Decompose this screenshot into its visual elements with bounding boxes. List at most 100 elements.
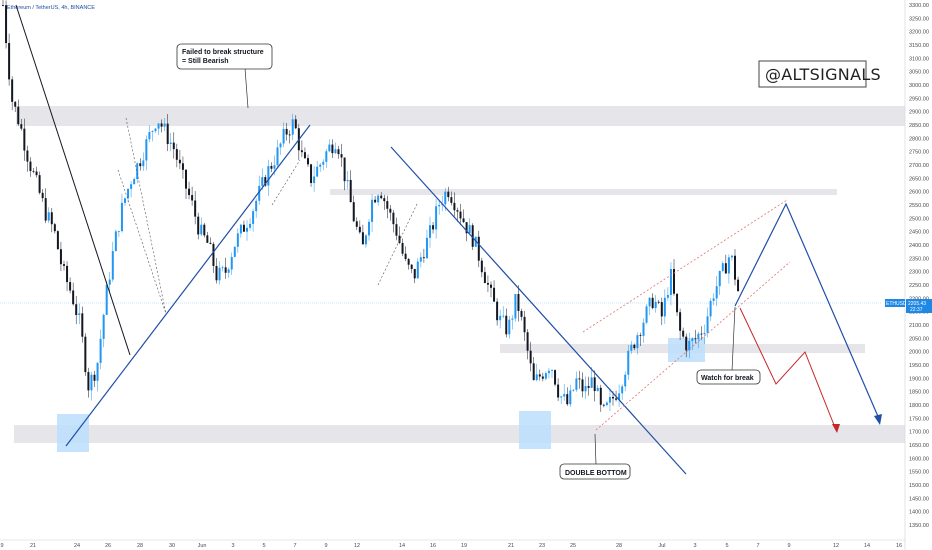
candle-bearish — [349, 179, 352, 203]
time-tick-label: 5 — [262, 543, 265, 549]
callout-line-2: = Still Bearish — [182, 58, 229, 65]
callout-box — [176, 43, 273, 70]
candle-bullish — [636, 335, 639, 349]
candle-bearish — [358, 226, 361, 233]
candle-bullish — [551, 370, 553, 371]
dashed-wedge-2 — [117, 169, 167, 315]
candle-bearish — [392, 212, 395, 225]
candle-bearish — [657, 301, 660, 303]
price-tick-label: 1850.00 — [909, 390, 929, 396]
candle-bearish — [352, 202, 355, 222]
candle-bullish — [127, 188, 130, 199]
time-tick-label: 30 — [169, 543, 175, 549]
candle-bearish — [56, 231, 59, 250]
candle-bearish — [17, 106, 20, 125]
candle-bearish — [486, 283, 489, 285]
candle-bullish — [99, 338, 102, 363]
candle-bullish — [715, 286, 718, 299]
candle-bullish — [727, 257, 730, 274]
candle-bullish — [627, 350, 630, 375]
candle-bullish — [596, 387, 599, 392]
candle-bullish — [319, 164, 322, 167]
candle-bearish — [63, 264, 65, 266]
candle-bearish — [566, 394, 569, 405]
candle-bearish — [395, 224, 398, 236]
candle-bearish — [166, 123, 169, 145]
candle-bullish — [377, 195, 380, 203]
candle-bearish — [300, 150, 303, 153]
candle-bearish — [206, 235, 209, 243]
candle-bullish — [325, 151, 328, 162]
candle-bullish — [267, 166, 270, 186]
candle-bullish — [105, 284, 108, 315]
candle-bearish — [26, 150, 29, 162]
candle-bullish — [425, 237, 428, 259]
price-tick-label: 1500.00 — [909, 483, 929, 489]
time-axis[interactable]: 9 21 24 26 28 30 Jun 3 5 7 9 12 14 16 19 21 23 25 28 Jul 3 5 7… — [0, 539, 905, 549]
price-tick-label: 3300.00 — [909, 3, 929, 9]
projection-blue — [734, 202, 881, 422]
callout-pointer — [731, 306, 736, 372]
candle-bearish — [331, 144, 334, 154]
candle-bullish — [114, 231, 117, 252]
candle-bearish — [14, 101, 17, 107]
candle-bearish — [383, 198, 386, 202]
callout-watch-break[interactable]: Watch for break — [696, 306, 761, 385]
price-tag-symbol: ETHUSDT — [886, 301, 910, 307]
candle-bullish — [279, 143, 282, 148]
candle-bearish — [303, 152, 306, 159]
callout-failed-structure[interactable]: Failed to break structure = Still Bearis… — [176, 43, 273, 109]
candle-bullish — [645, 306, 648, 323]
channel-lower — [595, 261, 791, 431]
candle-bullish — [608, 396, 611, 403]
candle-bullish — [618, 393, 621, 400]
callout-box — [696, 369, 761, 385]
candle-bullish — [502, 315, 505, 317]
candle-bearish — [59, 249, 62, 265]
candle-bearish — [538, 374, 541, 377]
candle-bearish — [471, 225, 474, 247]
candle-bullish — [691, 338, 694, 341]
price-tick-label: 2500.00 — [909, 216, 929, 222]
time-tick-label: 3 — [693, 543, 696, 549]
callout-double-bottom[interactable]: DOUBLE BOTTOM — [559, 433, 631, 480]
price-tick-label: 1750.00 — [909, 416, 929, 422]
candle-bullish — [709, 300, 712, 317]
price-tick-label: 2450.00 — [909, 230, 929, 236]
price-axis[interactable]: 3300.00 3250.00 3200.00 3150.00 3100.00 3050.… — [904, 0, 929, 550]
candle-bullish — [697, 333, 700, 340]
candle-bearish — [581, 379, 584, 392]
time-tick-label: 25 — [570, 543, 576, 549]
highlight-box-double-bottom — [519, 411, 551, 449]
candle-bullish — [163, 123, 166, 127]
candle-bullish — [535, 374, 538, 381]
candle-bullish — [419, 257, 422, 262]
brand-box — [758, 60, 867, 88]
candle-bullish — [544, 373, 547, 379]
candle-bullish — [148, 132, 151, 140]
candle-bullish — [416, 261, 419, 279]
candle-bearish — [215, 265, 218, 281]
candle-bullish — [703, 332, 706, 335]
candle-bearish — [465, 222, 468, 234]
candle-bearish — [264, 177, 267, 186]
chart-title: Ethereum / TetherUS, 4h, BINANCE — [7, 5, 95, 11]
candle-bullish — [688, 340, 691, 351]
candle-bullish — [560, 396, 563, 398]
candle-bearish — [685, 336, 688, 351]
candle-bullish — [508, 319, 511, 335]
price-tick-label: 1550.00 — [909, 470, 929, 476]
projection-red-arrowhead — [832, 424, 840, 433]
callout-text: DOUBLE BOTTOM — [565, 470, 627, 477]
price-tick-label: 2850.00 — [909, 123, 929, 129]
projection-blue-arrowhead — [874, 414, 882, 425]
candle-bearish — [493, 287, 496, 302]
price-tick-label: 2050.00 — [909, 336, 929, 342]
candle-bullish — [468, 225, 471, 234]
candle-bearish — [480, 260, 483, 273]
candle-bearish — [682, 330, 685, 337]
candle-bullish — [590, 377, 593, 388]
candle-bullish — [169, 142, 172, 145]
candle-bearish — [490, 284, 492, 288]
